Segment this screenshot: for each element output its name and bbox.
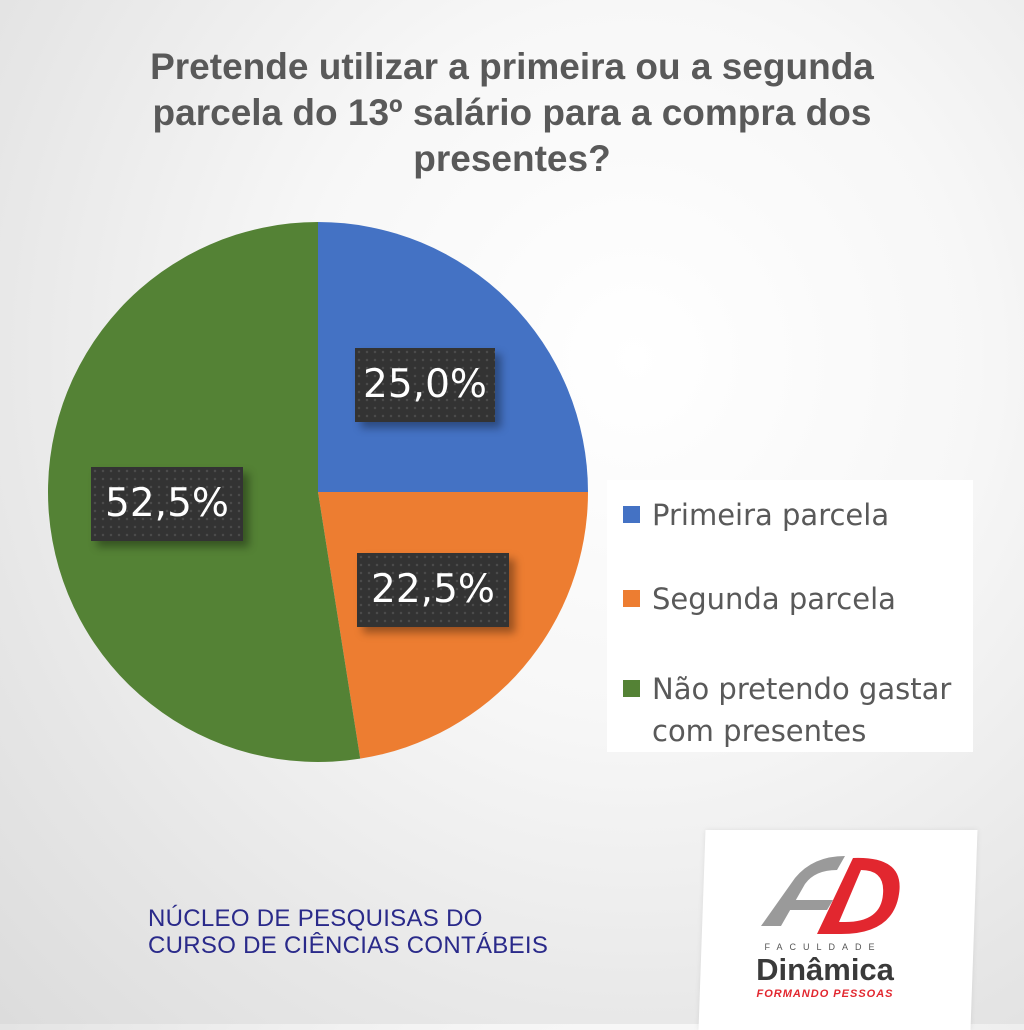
footer-line: NÚCLEO DE PESQUISAS DO	[148, 905, 483, 932]
logo-prefix: FACULDADE	[764, 942, 882, 952]
legend-item-segunda: Segunda parcela	[623, 578, 982, 620]
chart-title-line: Pretende utilizar a primeira ou a segund…	[150, 46, 874, 87]
legend-label: Não pretendo gastar com presentes	[652, 672, 952, 748]
legend: Primeira parcela Segunda parcela Não pre…	[607, 480, 973, 752]
legend-label: Primeira parcela	[652, 498, 890, 532]
data-label-primeira: 25,0%	[355, 348, 495, 422]
data-label-nao-pretendo: 52,5%	[91, 467, 243, 541]
legend-swatch	[623, 680, 640, 697]
logo-tagline: FORMANDO PESSOAS	[756, 988, 894, 1000]
fd-monogram-icon	[761, 856, 900, 934]
legend-swatch	[623, 506, 640, 523]
data-label-segunda: 22,5%	[357, 553, 509, 627]
legend-swatch	[623, 590, 640, 607]
chart-title-line: parcela do 13º salário para a compra dos	[152, 92, 872, 133]
legend-item-primeira: Primeira parcela	[623, 494, 982, 536]
chart-title-line: presentes?	[413, 138, 611, 179]
legend-item-nao-pretendo: Não pretendo gastar com presentes	[623, 668, 982, 752]
chart-title: Pretende utilizar a primeira ou a segund…	[60, 44, 964, 182]
footer-line: CURSO DE CIÊNCIAS CONTÁBEIS	[148, 932, 549, 959]
legend-label: Segunda parcela	[652, 582, 896, 616]
logo-name: Dinâmica	[756, 952, 894, 987]
footer-credit: NÚCLEO DE PESQUISAS DO CURSO DE CIÊNCIAS…	[148, 905, 588, 959]
